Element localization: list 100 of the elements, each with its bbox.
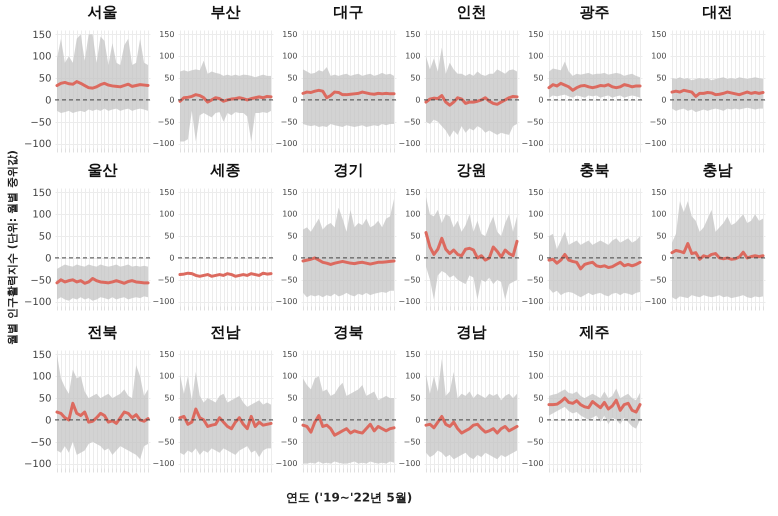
y-tick-label: −100 — [644, 297, 666, 306]
y-tick-label: 150 — [282, 350, 298, 359]
y-tick-label: 50 — [287, 232, 298, 241]
y-tick-label: 100 — [405, 210, 420, 219]
y-tick-label: 50 — [164, 232, 174, 241]
y-tick-label: 100 — [159, 210, 174, 219]
y-tick-label: 50 — [533, 394, 544, 403]
y-tick-label: 0 — [169, 415, 174, 424]
chart-title: 전남 — [210, 323, 240, 341]
y-tick-label: 150 — [405, 188, 420, 197]
y-tick-label: 150 — [32, 188, 52, 199]
y-tick-label: −50 — [650, 117, 666, 126]
y-tick-label: 150 — [282, 30, 298, 39]
y-tick-label: 100 — [651, 52, 666, 61]
y-tick-label: 100 — [282, 210, 298, 219]
y-tick-label: −100 — [152, 297, 174, 306]
y-tick-label: 0 — [415, 415, 420, 424]
y-tick-label: 100 — [405, 372, 420, 381]
y-tick-label: −100 — [398, 297, 420, 306]
y-tick-label: 100 — [528, 210, 544, 219]
y-tick-label: 0 — [538, 253, 544, 262]
y-tick-label: 100 — [159, 52, 174, 61]
y-tick-label: 50 — [164, 74, 174, 83]
chart-title: 경기 — [334, 161, 364, 179]
y-tick-label: 150 — [159, 188, 174, 197]
chart-title: 충북 — [580, 161, 610, 179]
y-tick-label: 50 — [656, 74, 666, 83]
y-tick-label: −50 — [280, 275, 298, 284]
chart-title: 세종 — [210, 161, 240, 179]
y-tick-label: 0 — [538, 415, 544, 424]
y-tick-label: −50 — [404, 437, 420, 446]
y-tick-label: 0 — [415, 253, 420, 262]
chart-title: 울산 — [88, 161, 118, 179]
y-tick-label: 50 — [287, 74, 298, 83]
chart-title: 서울 — [88, 3, 118, 21]
y-tick-label: 0 — [45, 95, 52, 106]
y-tick-label: 100 — [32, 210, 52, 221]
chart-title: 광주 — [580, 3, 610, 21]
y-tick-label: 0 — [661, 95, 666, 104]
y-tick-label: 50 — [38, 394, 52, 405]
y-tick-label: 50 — [533, 74, 544, 83]
y-tick-label: 50 — [287, 394, 298, 403]
y-tick-label: −50 — [158, 117, 174, 126]
y-tick-label: −100 — [24, 297, 52, 308]
y-tick-label: −50 — [30, 117, 52, 128]
x-axis-title: 연도 ('19~'22년 5월) — [286, 490, 412, 504]
y-tick-label: −50 — [650, 275, 666, 284]
y-tick-label: 50 — [164, 394, 174, 403]
y-tick-label: 150 — [282, 188, 298, 197]
y-tick-label: 150 — [159, 350, 174, 359]
y-tick-label: −50 — [526, 437, 544, 446]
y-tick-label: −100 — [276, 139, 298, 148]
y-tick-label: 0 — [292, 95, 298, 104]
y-tick-label: −100 — [24, 459, 52, 470]
y-tick-label: 100 — [282, 52, 298, 61]
chart-title: 전북 — [88, 323, 118, 341]
y-tick-label: −50 — [526, 117, 544, 126]
chart-title: 충남 — [702, 161, 732, 179]
y-tick-label: −100 — [398, 459, 420, 468]
y-tick-label: 150 — [528, 30, 544, 39]
y-tick-label: −100 — [152, 139, 174, 148]
chart-title: 제주 — [578, 323, 610, 341]
y-tick-label: −100 — [276, 459, 298, 468]
y-tick-label: 150 — [405, 350, 420, 359]
y-tick-label: −100 — [522, 459, 544, 468]
y-tick-label: 0 — [169, 253, 174, 262]
y-tick-label: −50 — [280, 117, 298, 126]
y-tick-label: −50 — [30, 437, 52, 448]
y-tick-label: −50 — [404, 117, 420, 126]
y-tick-label: 100 — [405, 52, 420, 61]
y-tick-label: −100 — [522, 139, 544, 148]
y-tick-label: 100 — [32, 52, 52, 63]
y-tick-label: 100 — [528, 372, 544, 381]
y-tick-label: 150 — [651, 188, 666, 197]
y-tick-label: 50 — [533, 232, 544, 241]
chart-title: 대구 — [334, 3, 364, 21]
y-tick-label: 50 — [38, 232, 52, 243]
y-tick-label: 100 — [32, 372, 52, 383]
y-tick-label: 50 — [410, 394, 420, 403]
y-tick-label: −100 — [276, 297, 298, 306]
y-tick-label: 0 — [45, 415, 52, 426]
y-tick-label: −50 — [158, 437, 174, 446]
y-tick-label: −100 — [24, 139, 52, 150]
y-tick-label: 0 — [292, 253, 298, 262]
y-tick-label: 50 — [656, 232, 666, 241]
y-axis-title: 월별 인구활력지수 (단위: 월별 중위값) — [6, 150, 20, 345]
y-tick-label: −50 — [404, 275, 420, 284]
y-tick-label: 0 — [415, 95, 420, 104]
y-tick-label: 50 — [38, 74, 52, 85]
y-tick-label: −50 — [280, 437, 298, 446]
chart-title: 인천 — [456, 3, 486, 21]
y-tick-label: 100 — [159, 372, 174, 381]
y-tick-label: 0 — [45, 253, 52, 264]
y-tick-label: 150 — [32, 350, 52, 361]
y-tick-label: 0 — [292, 415, 298, 424]
y-tick-label: 100 — [651, 210, 666, 219]
y-tick-label: 50 — [410, 74, 420, 83]
chart-title: 대전 — [702, 3, 732, 21]
y-tick-label: 150 — [159, 30, 174, 39]
y-tick-label: 50 — [410, 232, 420, 241]
